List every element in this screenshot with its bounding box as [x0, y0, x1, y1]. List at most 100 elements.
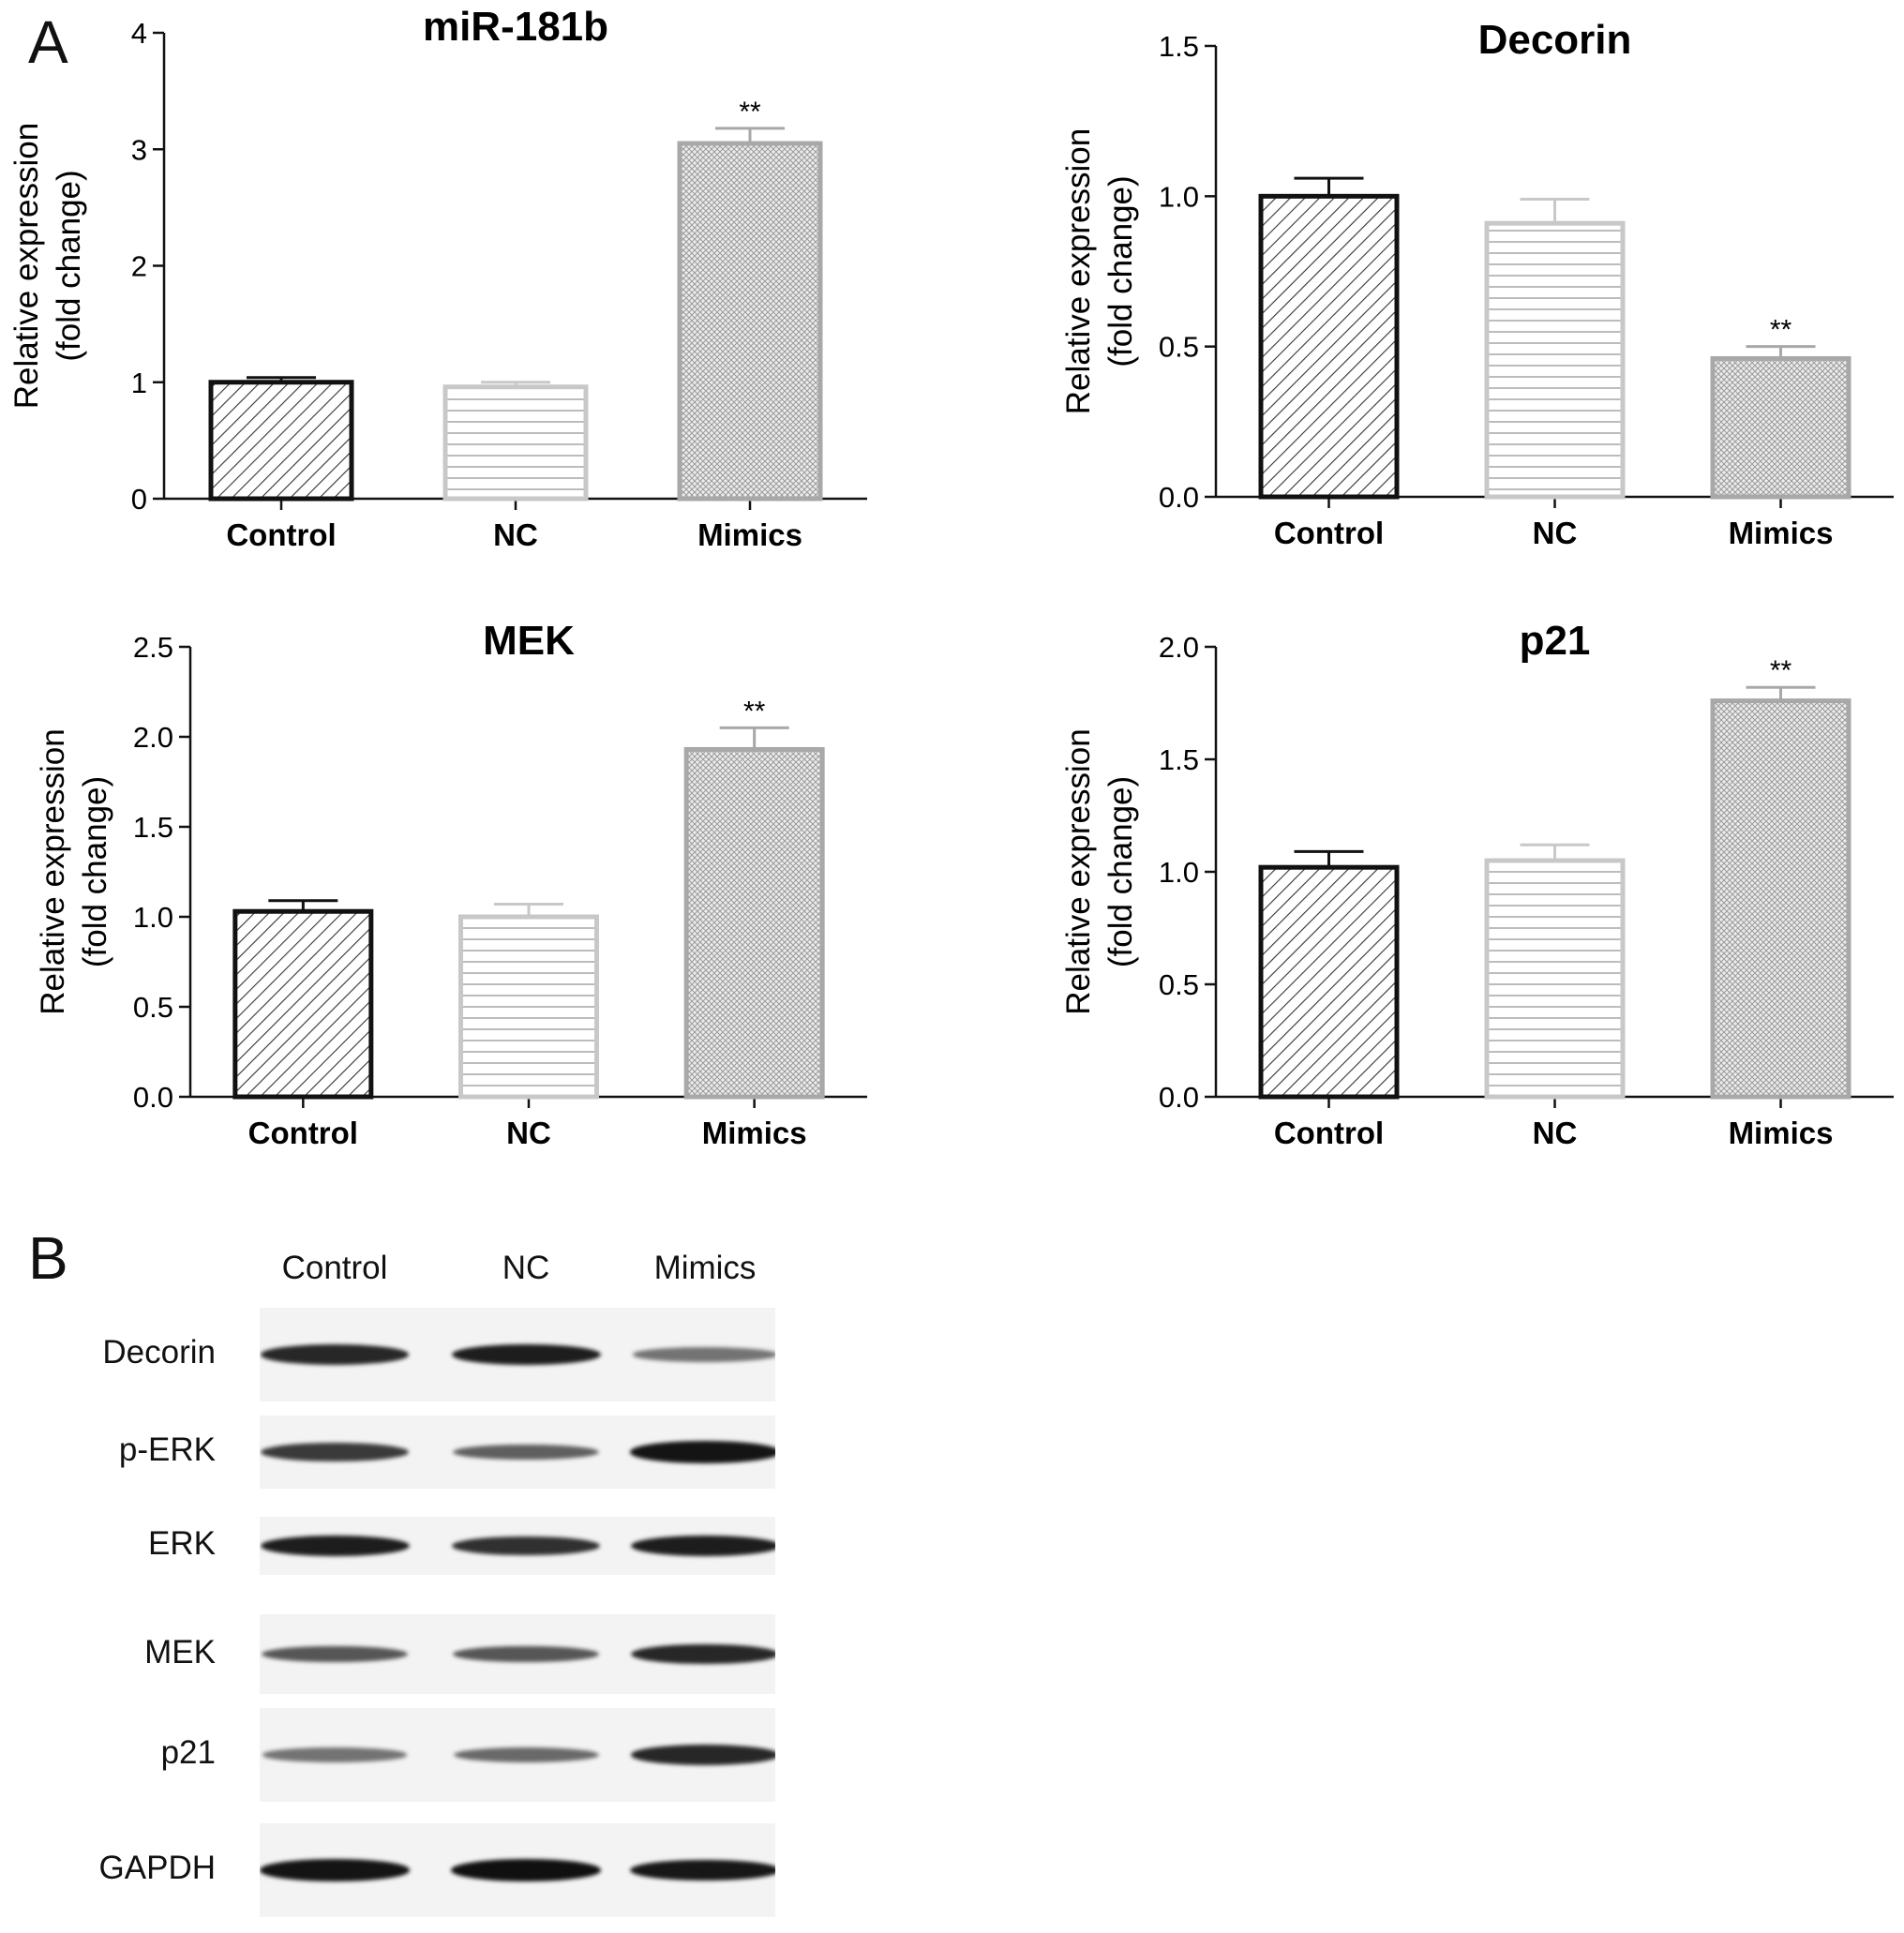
panel-b-label: B: [28, 1224, 68, 1292]
y-axis-label: Relative expression: [1060, 128, 1097, 414]
blot-strip: [260, 1614, 775, 1694]
blot-row-label: p-ERK: [118, 1431, 216, 1468]
blot-band: [453, 1444, 599, 1461]
blot-band: [630, 1643, 775, 1665]
bar-control: [208, 380, 354, 502]
blot-row-label: MEK: [144, 1633, 216, 1671]
y-tick-label: 1.0: [1159, 180, 1199, 213]
blot-band: [453, 1645, 599, 1663]
y-tick-label: 0.0: [1159, 1081, 1199, 1114]
x-tick-label: NC: [1533, 1116, 1578, 1150]
y-tick-label: 0.5: [133, 991, 173, 1024]
blot-band: [451, 1859, 601, 1881]
blot-row-label: ERK: [148, 1525, 216, 1562]
significance-marker: **: [1770, 655, 1792, 686]
chart-title: miR-181b: [423, 4, 608, 50]
blot-strip: [260, 1416, 775, 1489]
y-tick-label: 0.0: [133, 1081, 173, 1114]
y-tick-label: 0: [131, 483, 147, 516]
blot-band: [630, 1535, 775, 1557]
x-tick-label: Control: [1274, 1116, 1384, 1150]
bar-mimics: [1710, 355, 1852, 500]
y-tick-label: 0.0: [1159, 481, 1199, 514]
bar-control: [1258, 864, 1400, 1100]
blot-strip: [260, 1823, 775, 1917]
y-axis-label: (fold change): [51, 170, 87, 361]
y-tick-label: 0.5: [1159, 331, 1199, 364]
y-axis-label: (fold change): [1102, 175, 1139, 367]
x-tick-label: Mimics: [1729, 1116, 1834, 1150]
chart-title: p21: [1520, 618, 1591, 664]
y-axis-label: (fold change): [77, 776, 113, 967]
chart-3: p21 Relative expression (fold change) 0.0 0.…: [1060, 618, 1894, 1150]
bar-control: [1258, 193, 1400, 500]
y-tick-label: 1.5: [133, 811, 173, 844]
chart-2: MEK Relative expression (fold change) 0.0 0.…: [35, 618, 867, 1150]
y-tick-label: 4: [131, 17, 147, 50]
blot-band: [451, 1343, 601, 1366]
bar-nc: [1484, 220, 1626, 500]
x-tick-label: Control: [226, 517, 336, 552]
blot-band: [260, 1859, 410, 1881]
blot-band: [630, 1745, 775, 1765]
x-tick-label: Control: [248, 1116, 358, 1150]
x-tick-label: Mimics: [702, 1116, 807, 1150]
chart-title: Decorin: [1478, 17, 1632, 63]
y-tick-label: 2.0: [1159, 631, 1199, 664]
x-tick-label: Mimics: [1729, 516, 1834, 550]
y-tick-label: 1.0: [1159, 856, 1199, 889]
bar-nc: [1484, 858, 1626, 1100]
significance-marker: **: [743, 696, 766, 727]
blot-row-label: p21: [160, 1734, 216, 1771]
significance-marker: **: [1770, 315, 1792, 346]
lane-label: Control: [281, 1250, 388, 1286]
blot-band: [260, 1344, 410, 1365]
blot-strip: [260, 1308, 775, 1401]
blot-band: [262, 1645, 408, 1663]
blot-row-label: Decorin: [102, 1334, 216, 1371]
blot-band: [453, 1747, 599, 1762]
y-axis-label: Relative expression: [8, 123, 45, 409]
panel-a-label: A: [28, 8, 68, 76]
x-tick-label: Mimics: [697, 517, 802, 552]
y-tick-label: 1.5: [1159, 743, 1199, 776]
bar-nc: [458, 914, 599, 1100]
blot-strip: [260, 1708, 775, 1802]
x-tick-label: Control: [1274, 516, 1384, 550]
y-axis-label: Relative expression: [35, 728, 71, 1014]
y-tick-label: 1: [131, 367, 147, 399]
y-tick-label: 1.5: [1159, 30, 1199, 63]
lane-label: Mimics: [653, 1250, 757, 1286]
blot-band: [261, 1443, 409, 1461]
x-tick-label: NC: [493, 517, 538, 552]
bar-mimics: [677, 141, 823, 502]
y-tick-label: 0.5: [1159, 968, 1199, 1001]
significance-marker: **: [739, 97, 761, 127]
blot-band: [632, 1347, 775, 1362]
y-tick-label: 2.5: [133, 631, 173, 664]
chart-1: Decorin Relative expression (fold change) 0…: [1060, 17, 1894, 550]
y-axis-label: Relative expression: [1060, 728, 1097, 1014]
bar-mimics: [1710, 698, 1852, 1100]
chart-0: miR-181b Relative expression (fold change)…: [8, 4, 867, 552]
lane-label: NC: [502, 1250, 550, 1286]
blot-row-label: GAPDH: [98, 1850, 216, 1886]
blot-band: [630, 1859, 775, 1881]
x-tick-label: NC: [506, 1116, 551, 1150]
y-tick-label: 3: [131, 133, 147, 166]
blot-band: [452, 1536, 600, 1556]
blot-band: [630, 1441, 775, 1463]
bar-mimics: [683, 746, 825, 1100]
y-axis-label: (fold change): [1102, 776, 1139, 967]
chart-title: MEK: [483, 618, 575, 664]
bar-control: [232, 908, 374, 1100]
y-tick-label: 2: [131, 250, 147, 283]
blot-band: [260, 1535, 410, 1557]
y-tick-label: 1.0: [133, 901, 173, 934]
x-tick-label: NC: [1533, 516, 1578, 550]
y-tick-label: 2.0: [133, 721, 173, 754]
blot-strip: [260, 1517, 775, 1575]
bar-nc: [442, 384, 589, 502]
blot-band: [262, 1747, 408, 1762]
